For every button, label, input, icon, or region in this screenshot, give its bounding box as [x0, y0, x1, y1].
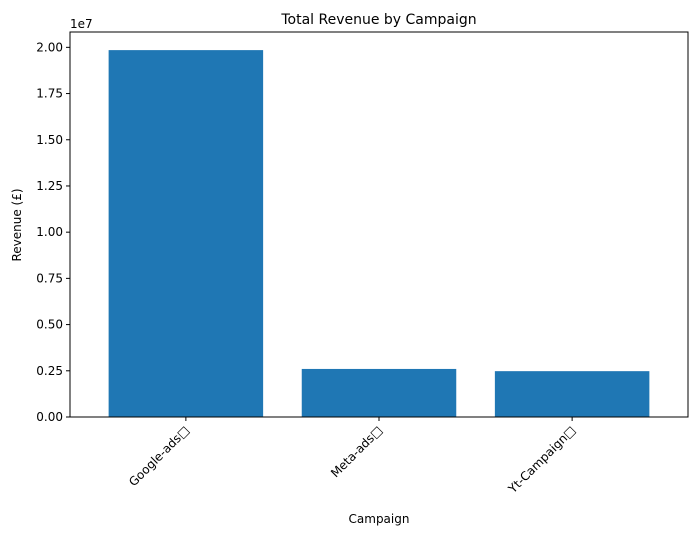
chart-title: Total Revenue by Campaign: [280, 12, 476, 28]
y-tick-label: 0.75: [36, 271, 63, 285]
y-tick-label: 0.00: [36, 410, 63, 424]
y-tick-label: 0.50: [36, 318, 63, 332]
y-tick-label: 1.25: [36, 179, 63, 193]
bar-1: [301, 368, 457, 417]
y-tick-label: 1.50: [36, 133, 63, 147]
x-tick-label: Yt-Campaign□: [505, 423, 578, 496]
y-tick-label: 1.00: [36, 225, 63, 239]
y-tick-label: 1.75: [36, 87, 63, 101]
y-offset-label: 1e7: [70, 17, 93, 31]
bar-0: [108, 50, 264, 418]
x-tick-label: Meta-ads□: [328, 423, 385, 480]
bar-2: [494, 371, 650, 417]
y-axis-label: Revenue (£): [10, 188, 24, 261]
x-tick-label: Google-ads□: [126, 423, 192, 489]
y-tick-label: 2.00: [36, 40, 63, 54]
x-axis-label: Campaign: [349, 512, 410, 526]
axes-frame: [69, 31, 689, 418]
y-tick-label: 0.25: [36, 364, 63, 378]
